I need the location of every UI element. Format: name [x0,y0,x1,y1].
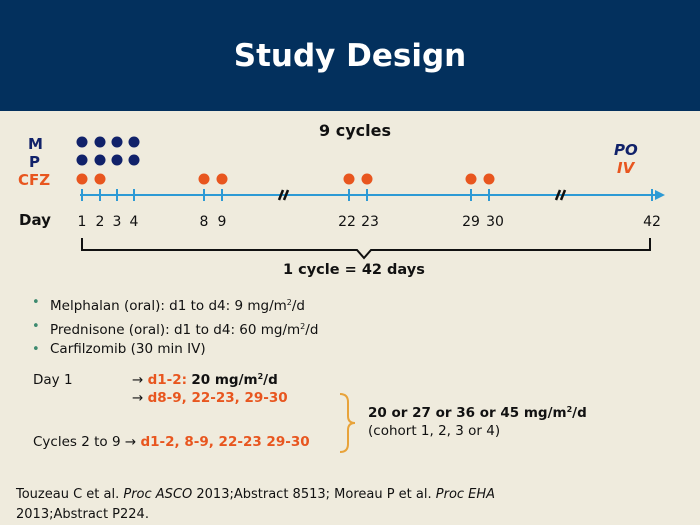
p-dose-dot-day-2 [94,154,106,166]
cfz-dose-dot-day-22 [343,173,355,185]
cycle-brace-label: 1 cycle = 42 days [283,262,425,278]
list-item: • Prednisone (oral): d1 to d4: 60 mg/m2/… [32,315,318,339]
cohort-note: (cohort 1, 2, 3 or 4) [368,423,501,439]
title-banner: Study Design [0,0,700,111]
bullet-dot-icon: • [32,318,40,334]
route-label-iv: IV [617,159,635,177]
tick-label-day-29: 29 [462,214,480,230]
cfz-dose-dot-day-9 [216,173,228,185]
cfz-dose-dot-day-8 [198,173,210,185]
cycles-label: 9 cycles [319,121,391,140]
route-label-po: PO [614,141,638,159]
tick-label-day-1: 1 [78,214,87,230]
tick-label-day-4: 4 [130,214,139,230]
cfz-dose-dot-day-23 [361,173,373,185]
study-timeline: 1 2 3 4 8 9 22 23 29 30 42 [76,136,665,260]
row-label-p: P [29,153,40,171]
dose-line-cycles: Cycles 2 to 9 → d1-2, 8-9, 22-23 29-30 [33,434,310,450]
m-dose-dot-day-1 [76,136,88,148]
reference-footnote: Touzeau C et al. Proc ASCO 2013;Abstract… [16,487,496,522]
list-item: • Melphalan (oral): d1 to d4: 9 mg/m2/d [32,291,318,315]
cfz-dose-dot-day-29 [465,173,477,185]
m-dose-dot-day-4 [128,136,140,148]
tick-label-day-22: 22 [338,214,356,230]
tick-label-day-3: 3 [113,214,122,230]
day1-label: Day 1 [33,372,73,388]
tick-label-day-9: 9 [218,214,227,230]
dose-line-d8: → d8-9, 22-23, 29-30 [132,390,288,406]
m-dose-dot-day-2 [94,136,106,148]
arrow-icon: → [124,434,137,450]
tick-label-day-2: 2 [96,214,105,230]
p-dose-dot-day-4 [128,154,140,166]
tick-label-day-23: 23 [361,214,379,230]
row-label-cfz: CFZ [18,171,51,189]
tick-label-day-8: 8 [200,214,209,230]
tick-label-day-42: 42 [643,214,661,230]
list-item: • Carfilzomib (30 min IV) [32,338,318,362]
day-label: Day [19,211,51,229]
row-label-m: M [28,135,43,153]
m-dose-dot-day-3 [111,136,123,148]
p-dose-dot-day-1 [76,154,88,166]
axis-break-2 [554,189,567,201]
cfz-dose-dot-day-1 [76,173,88,185]
tick-label-day-30: 30 [486,214,504,230]
p-dose-dot-day-3 [111,154,123,166]
arrow-icon: → [132,390,144,406]
bullet-dot-icon: • [32,295,40,310]
bullet-dot-icon: • [32,342,40,357]
drug-list: • Melphalan (oral): d1 to d4: 9 mg/m2/d … [32,291,318,362]
cfz-dose-dot-day-2 [94,173,106,185]
dose-line-d12: → d1-2: 20 mg/m2/d [132,372,278,388]
axis-break-1 [277,189,290,201]
cycle-brace [81,238,651,260]
timeline-arrowhead [655,190,665,200]
page-title: Study Design [233,38,467,74]
cfz-dose-dot-day-30 [483,173,495,185]
dose-brace [339,393,356,453]
arrow-icon: → [132,372,144,388]
cohort-dose: 20 or 27 or 36 or 45 mg/m2/d [368,405,587,421]
